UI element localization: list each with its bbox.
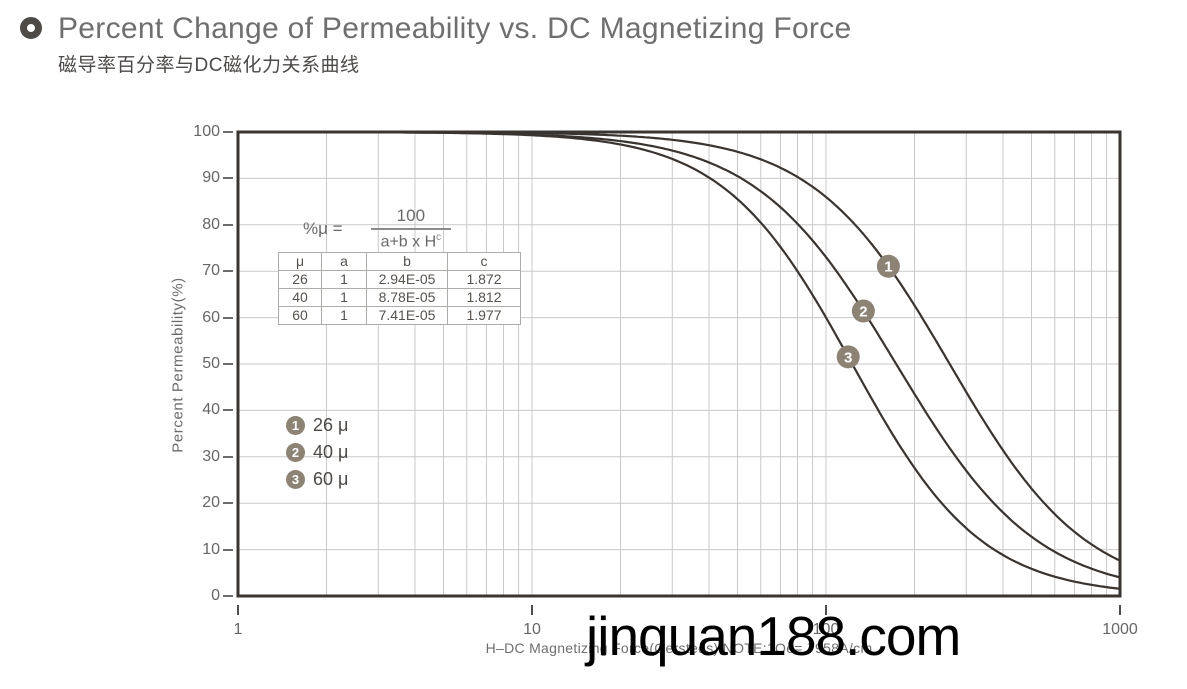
legend-item-label: 60 μ bbox=[313, 469, 349, 489]
x-tick-label: 1 bbox=[233, 621, 243, 638]
formula-fraction: 100 a+b x Hc bbox=[370, 206, 452, 251]
legend-item-label: 40 μ bbox=[313, 442, 349, 462]
x-tick-mark bbox=[1119, 605, 1121, 615]
table-row: 26 1 2.94E-05 1.872 bbox=[278, 270, 521, 289]
y-tick-label: 100 bbox=[193, 123, 220, 140]
y-tick-label: 50 bbox=[202, 355, 220, 372]
table-header-cell: b bbox=[366, 252, 448, 271]
curve-legend: 1 26 μ 2 40 μ 3 60 μ bbox=[286, 412, 348, 493]
table-cell: 60 bbox=[278, 306, 322, 325]
curve-60μ bbox=[238, 130, 1121, 590]
y-tick-mark bbox=[223, 595, 233, 597]
y-tick-label: 20 bbox=[202, 494, 220, 512]
curve-marker-circle-3 bbox=[836, 345, 860, 369]
curve-marker-number-2: 2 bbox=[859, 303, 867, 320]
curve-marker-number-3: 3 bbox=[844, 349, 852, 366]
table-cell: 1 bbox=[321, 270, 367, 289]
legend-item: 2 40 μ bbox=[286, 439, 348, 466]
y-tick-label: 0 bbox=[211, 587, 220, 604]
permeability-formula: %μ = 100 a+b x Hc bbox=[303, 206, 452, 251]
table-header-cell: μ bbox=[278, 252, 322, 271]
formula-numerator: 100 bbox=[396, 206, 426, 225]
curve-40μ bbox=[238, 130, 1121, 579]
legend-item: 1 26 μ bbox=[286, 412, 348, 439]
legend-marker-icon: 2 bbox=[286, 443, 305, 462]
curve-marker-circle-2 bbox=[851, 299, 875, 323]
table-cell: 40 bbox=[278, 288, 322, 307]
y-tick-mark bbox=[223, 363, 233, 365]
watermark: jinquan188.com bbox=[586, 605, 961, 667]
table-header-cell: c bbox=[447, 252, 521, 271]
formula-denominator-exponent: c bbox=[436, 232, 442, 243]
formula-denominator-base: a+b x H bbox=[380, 233, 437, 251]
page-subtitle-chinese: 磁导率百分率与DC磁化力关系曲线 bbox=[58, 54, 360, 76]
y-tick-label: 30 bbox=[202, 447, 220, 465]
y-tick-mark bbox=[223, 455, 233, 458]
y-tick-mark bbox=[223, 316, 233, 319]
y-tick-label: 60 bbox=[202, 308, 220, 326]
legend-item: 3 60 μ bbox=[286, 466, 348, 493]
table-cell: 1 bbox=[321, 306, 367, 325]
grid-lines bbox=[238, 132, 1120, 596]
y-tick-mark bbox=[223, 223, 233, 226]
table-cell: 1.872 bbox=[447, 270, 521, 289]
x-tick-mark bbox=[237, 605, 239, 615]
curve-marker-number-1: 1 bbox=[884, 259, 892, 276]
legend-marker-icon: 3 bbox=[286, 470, 305, 489]
title-block: Percent Change of Permeability vs. DC Ma… bbox=[58, 13, 852, 77]
x-tick-label: 10 bbox=[523, 621, 541, 638]
formula-denominator: a+b x Hc bbox=[370, 228, 452, 251]
table-cell: 7.41E-05 bbox=[366, 306, 448, 325]
figure-header: Percent Change of Permeability vs. DC Ma… bbox=[20, 13, 852, 77]
y-tick-mark bbox=[223, 548, 233, 551]
page-title: Percent Change of Permeability vs. DC Ma… bbox=[58, 12, 852, 45]
y-tick-mark bbox=[223, 131, 233, 133]
x-tick-mark bbox=[531, 605, 533, 615]
table-cell: 1 bbox=[321, 288, 367, 307]
plot-border bbox=[236, 130, 1122, 598]
x-tick-label: 1000 bbox=[1102, 621, 1138, 638]
x-axis-label: H–DC Magnetizing Force(Oersteds) NOTE:1O… bbox=[485, 640, 873, 656]
formula-lhs: %μ = bbox=[303, 218, 343, 238]
y-tick-mark bbox=[223, 177, 233, 180]
table-cell: 8.78E-05 bbox=[366, 288, 448, 307]
y-tick-label: 90 bbox=[202, 169, 220, 187]
curve-marker-circle-1 bbox=[876, 254, 900, 278]
table-cell: 26 bbox=[278, 270, 322, 289]
table-cell: 1.977 bbox=[447, 306, 521, 325]
legend-marker-icon: 1 bbox=[286, 416, 305, 435]
y-tick-mark bbox=[223, 270, 233, 273]
parameter-table: μ a b c 26 1 2.94E-05 1.872 40 1 8.78E-05 1.812 60 1 7… bbox=[278, 252, 521, 325]
x-tick-mark bbox=[825, 605, 827, 615]
table-row: 60 1 7.41E-05 1.977 bbox=[278, 306, 521, 325]
table-row: 40 1 8.78E-05 1.812 bbox=[278, 288, 521, 307]
ring-bullet-icon bbox=[20, 17, 42, 39]
y-tick-label: 80 bbox=[202, 215, 220, 233]
table-cell: 2.94E-05 bbox=[366, 270, 448, 289]
chart-plot-area: 1 2 3 bbox=[236, 130, 1122, 598]
x-tick-label: 100 bbox=[812, 621, 840, 638]
y-tick-mark bbox=[223, 409, 233, 412]
legend-item-label: 26 μ bbox=[313, 415, 349, 435]
y-tick-label: 70 bbox=[202, 262, 220, 280]
table-cell: 1.812 bbox=[447, 288, 521, 307]
table-header-cell: a bbox=[321, 252, 367, 271]
y-tick-label: 40 bbox=[202, 401, 220, 419]
y-tick-label: 10 bbox=[202, 540, 220, 558]
y-tick-mark bbox=[223, 502, 233, 505]
